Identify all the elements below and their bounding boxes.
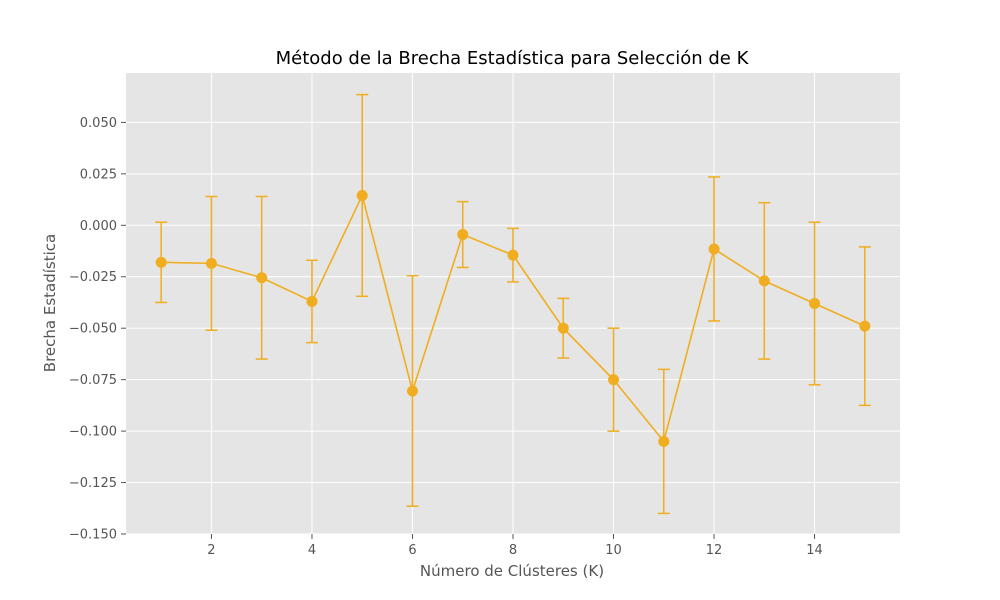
x-tick-label: 6	[408, 543, 416, 558]
data-point	[205, 257, 217, 269]
x-tick-label: 14	[806, 543, 823, 558]
chart-title: Método de la Brecha Estadística para Sel…	[276, 48, 750, 69]
data-point	[155, 256, 167, 268]
data-point	[306, 295, 318, 307]
y-tick-label: −0.025	[69, 270, 117, 285]
y-tick-label: −0.050	[69, 322, 117, 337]
x-tick-label: 8	[509, 543, 517, 558]
y-tick-label: 0.025	[80, 167, 117, 182]
data-point	[809, 298, 821, 309]
y-axis-label: Brecha Estadística	[41, 234, 59, 372]
y-tick-label: −0.075	[69, 373, 117, 388]
data-point	[708, 243, 720, 255]
x-tick-label: 2	[207, 543, 215, 558]
y-tick-label: 0.000	[80, 219, 117, 234]
data-point	[758, 275, 770, 287]
data-point	[507, 249, 519, 261]
data-point	[457, 229, 469, 241]
data-point	[356, 189, 368, 201]
x-tick-label: 10	[605, 543, 622, 558]
x-tick-label: 12	[706, 543, 723, 558]
x-axis-ticks: 2 4 6 8 10 12 14	[207, 534, 823, 558]
y-tick-label: −0.100	[69, 425, 117, 440]
x-tick-label: 4	[308, 543, 316, 558]
data-point	[406, 385, 418, 397]
data-point	[608, 374, 620, 386]
y-tick-label: −0.150	[69, 528, 117, 543]
y-axis-ticks: −0.150 −0.125 −0.100 −0.075 −0.050 −0.025 0.00…	[69, 116, 126, 543]
data-point	[256, 272, 268, 284]
data-point	[658, 435, 670, 447]
data-point	[557, 322, 569, 334]
y-tick-label: 0.050	[80, 116, 117, 131]
data-points	[155, 189, 871, 447]
data-point	[859, 320, 871, 332]
y-tick-label: −0.125	[69, 476, 117, 491]
x-axis-label: Número de Clústeres (K)	[420, 562, 604, 580]
